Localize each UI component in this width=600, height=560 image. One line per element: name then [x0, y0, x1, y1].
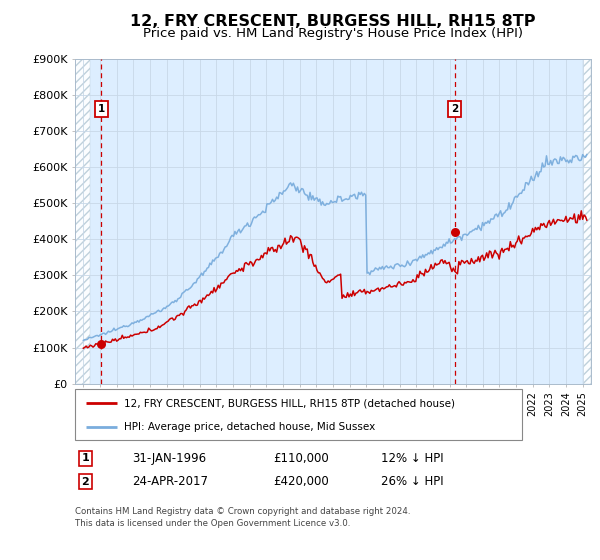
Text: 31-JAN-1996: 31-JAN-1996 — [132, 451, 206, 465]
Text: 2: 2 — [451, 104, 458, 114]
Text: 24-APR-2017: 24-APR-2017 — [132, 475, 208, 488]
Bar — [583, 59, 591, 384]
Text: 1: 1 — [98, 104, 105, 114]
Text: HPI: Average price, detached house, Mid Sussex: HPI: Average price, detached house, Mid … — [124, 422, 376, 432]
Text: 26% ↓ HPI: 26% ↓ HPI — [381, 475, 443, 488]
Text: Price paid vs. HM Land Registry's House Price Index (HPI): Price paid vs. HM Land Registry's House … — [143, 27, 523, 40]
Text: 1: 1 — [82, 453, 89, 463]
Text: 12% ↓ HPI: 12% ↓ HPI — [381, 451, 443, 465]
Text: £420,000: £420,000 — [273, 475, 329, 488]
Bar — [75, 59, 90, 384]
Text: £110,000: £110,000 — [273, 451, 329, 465]
Text: Contains HM Land Registry data © Crown copyright and database right 2024.
This d: Contains HM Land Registry data © Crown c… — [75, 507, 410, 528]
Text: 12, FRY CRESCENT, BURGESS HILL, RH15 8TP: 12, FRY CRESCENT, BURGESS HILL, RH15 8TP — [130, 14, 536, 29]
Text: 12, FRY CRESCENT, BURGESS HILL, RH15 8TP (detached house): 12, FRY CRESCENT, BURGESS HILL, RH15 8TP… — [124, 398, 455, 408]
Text: 2: 2 — [82, 477, 89, 487]
